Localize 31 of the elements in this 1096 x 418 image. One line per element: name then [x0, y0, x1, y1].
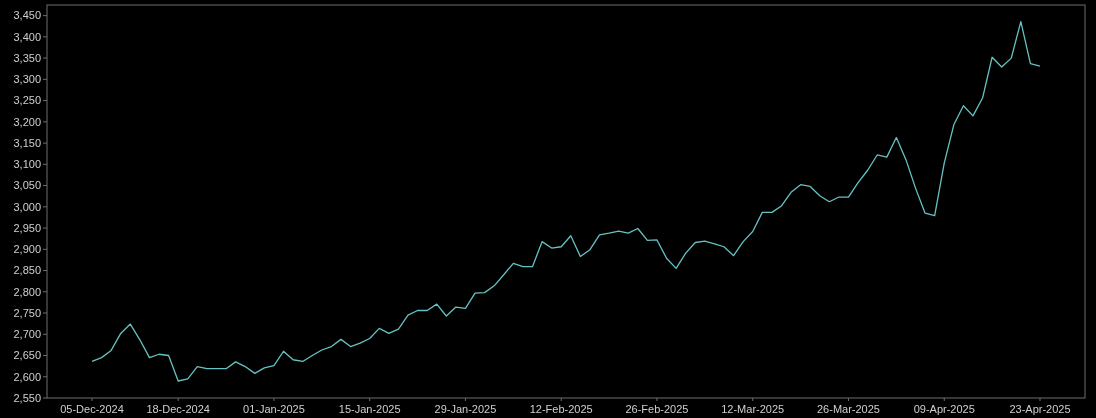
y-tick-label: 2,650 — [13, 349, 41, 362]
x-tick-label: 26-Feb-2025 — [625, 403, 689, 415]
x-tick-label: 18-Dec-2024 — [146, 403, 210, 415]
y-tick-label: 3,400 — [13, 30, 41, 43]
y-tick-label: 2,700 — [13, 328, 41, 341]
y-tick-label: 2,800 — [13, 285, 41, 298]
y-tick-label: 3,300 — [13, 73, 41, 86]
y-tick-label: 2,850 — [13, 264, 41, 277]
y-tick-label: 2,950 — [13, 221, 41, 234]
y-tick-label: 2,550 — [13, 391, 41, 404]
y-tick-label: 2,750 — [13, 306, 41, 319]
y-tick-label: 3,450 — [13, 9, 41, 22]
x-tick-label: 23-Apr-2025 — [1009, 403, 1071, 415]
x-tick-label: 01-Jan-2025 — [243, 403, 305, 415]
line-series — [91, 20, 1041, 382]
x-tick-label: 15-Jan-2025 — [338, 403, 401, 415]
x-tick-label: 26-Mar-2025 — [816, 403, 880, 415]
x-tick-label: 29-Jan-2025 — [434, 403, 497, 415]
y-tick-label: 3,350 — [13, 51, 41, 64]
y-tick-label: 2,900 — [13, 243, 41, 256]
y-tick-label: 3,200 — [13, 115, 41, 128]
x-tick-label: 12-Mar-2025 — [721, 403, 785, 415]
y-tick-label: 2,600 — [13, 370, 41, 383]
x-tick-label: 09-Apr-2025 — [913, 403, 975, 415]
x-tick-label: 12-Feb-2025 — [529, 403, 593, 415]
y-tick-label: 3,250 — [13, 94, 41, 107]
x-tick-label: 05-Dec-2024 — [60, 403, 124, 415]
y-tick-label: 3,150 — [13, 136, 41, 149]
y-tick-label: 3,050 — [13, 179, 41, 192]
y-tick-label: 3,100 — [13, 158, 41, 171]
y-tick-label: 3,000 — [13, 200, 41, 213]
